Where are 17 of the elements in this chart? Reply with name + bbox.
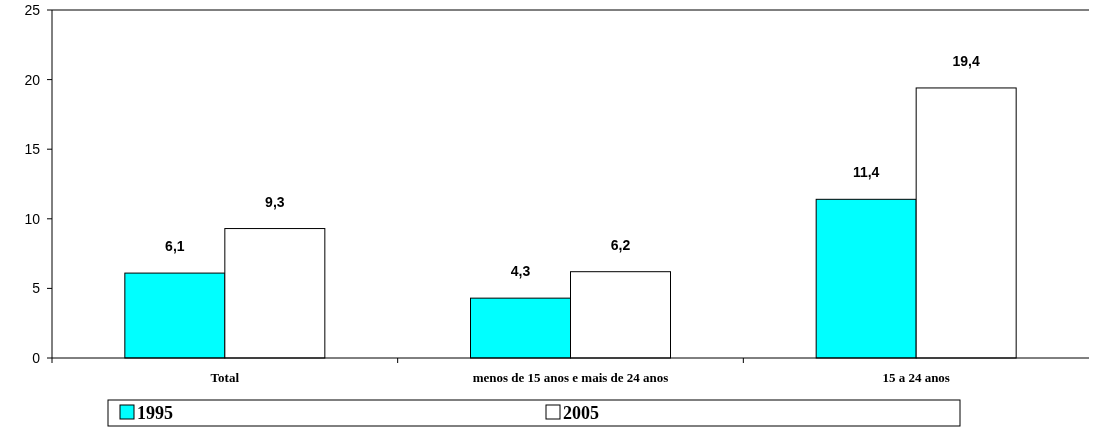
data-label: 9,3 bbox=[265, 193, 285, 210]
data-label: 6,1 bbox=[165, 238, 185, 255]
legend-label: 2005 bbox=[563, 403, 599, 423]
y-tick-label: 0 bbox=[32, 349, 41, 366]
y-tick-label: 25 bbox=[24, 1, 41, 18]
legend-label: 1995 bbox=[137, 403, 173, 423]
data-label: 6,2 bbox=[610, 236, 631, 253]
data-label: 19,4 bbox=[952, 52, 980, 69]
data-label: 4,3 bbox=[510, 263, 531, 280]
x-tick-label: 15 a 24 anos bbox=[882, 370, 950, 385]
y-tick-label: 20 bbox=[24, 71, 41, 88]
y-tick-label: 10 bbox=[24, 210, 41, 227]
y-tick-label: 5 bbox=[32, 280, 41, 297]
y-tick-label: 15 bbox=[24, 141, 41, 158]
data-label: 11,4 bbox=[852, 164, 880, 181]
x-tick-label: Total bbox=[210, 370, 240, 385]
x-tick-label: menos de 15 anos e mais de 24 anos bbox=[472, 370, 669, 385]
